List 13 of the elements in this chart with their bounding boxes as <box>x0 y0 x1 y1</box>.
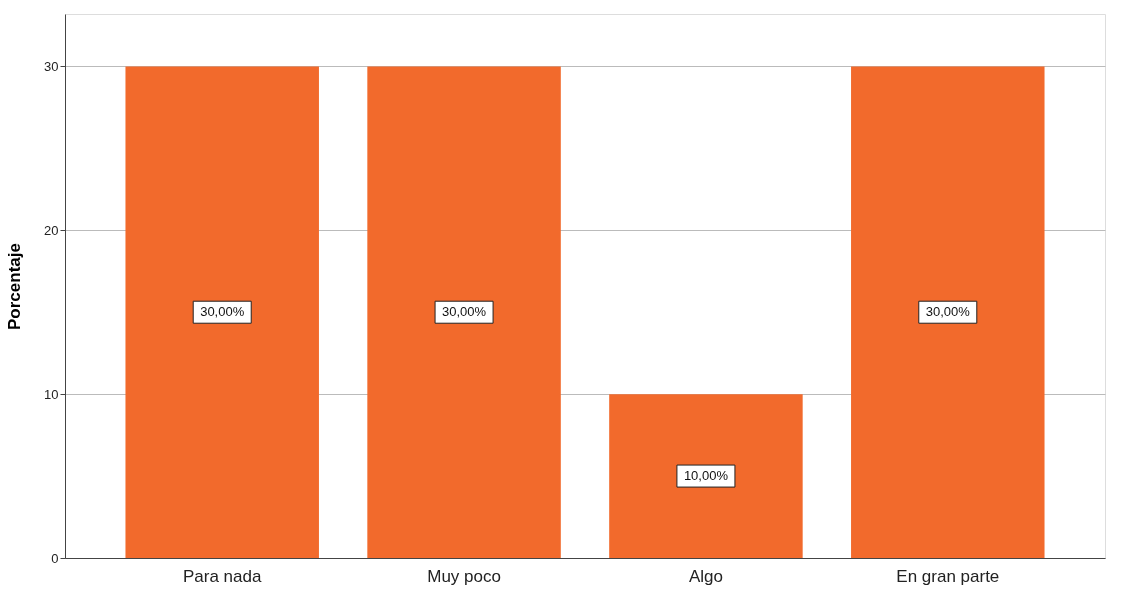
y-tick-label: 20 <box>44 222 59 238</box>
data-label: 30,00% <box>442 304 487 320</box>
y-tick-label: 30 <box>44 58 59 74</box>
y-tick-label: 10 <box>44 386 59 402</box>
data-label: 30,00% <box>200 304 245 320</box>
y-tick-label: 0 <box>51 550 59 566</box>
x-tick-label: Muy poco <box>427 566 501 586</box>
y-axis-title: Porcentaje <box>5 243 25 330</box>
x-tick-label: Algo <box>688 566 723 586</box>
x-tick-label: Para nada <box>182 566 262 586</box>
data-label: 30,00% <box>925 304 971 320</box>
data-label: 10,00% <box>683 468 729 484</box>
x-tick-label: En gran parte <box>896 566 1000 586</box>
